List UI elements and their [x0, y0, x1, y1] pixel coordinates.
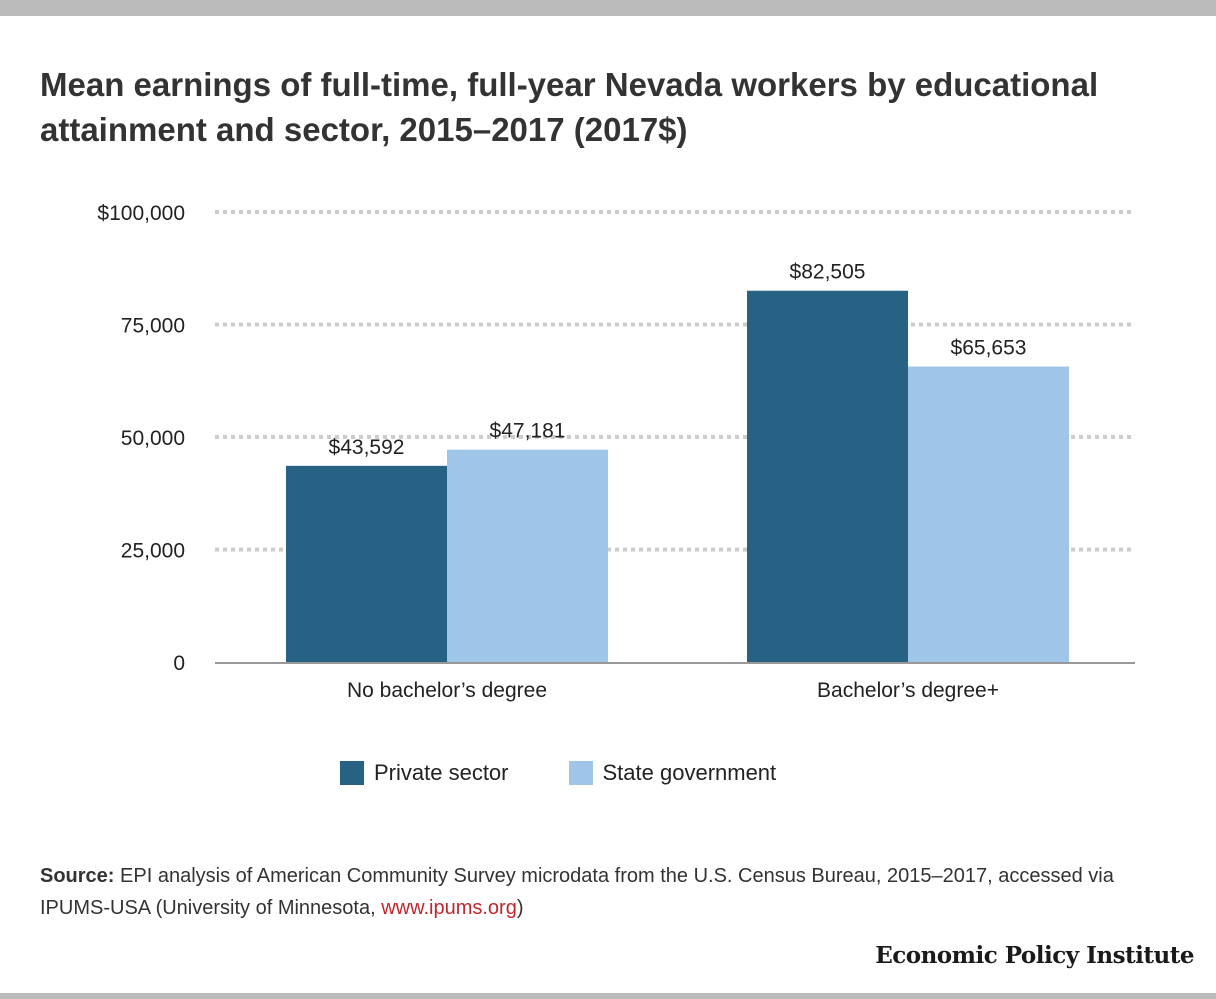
legend: Private sector State government [340, 760, 776, 786]
source-label: Source: [40, 865, 115, 887]
data-label: $47,181 [490, 420, 566, 443]
source-note: Source: EPI analysis of American Communi… [40, 860, 1180, 924]
x-tick-label: No bachelor’s degree [347, 679, 547, 702]
y-tick-label: $100,000 [97, 202, 185, 225]
legend-label-private: Private sector [374, 760, 509, 785]
x-tick-label: Bachelor’s degree+ [817, 679, 999, 702]
data-label: $43,592 [329, 436, 405, 459]
bar-private [286, 465, 447, 662]
legend-swatch-private [340, 761, 364, 785]
bar-private [747, 290, 908, 662]
source-text: EPI analysis of American Community Surve… [40, 865, 1114, 919]
bar-state [908, 366, 1069, 662]
y-tick-label: 0 [173, 652, 185, 675]
source-end: ) [516, 897, 524, 919]
bar-state [447, 449, 608, 662]
legend-swatch-state [568, 761, 593, 785]
chart-title: Mean earnings of full-time, full-year Ne… [40, 66, 1099, 148]
y-tick-label: 50,000 [121, 427, 185, 450]
bottom-border [0, 993, 1216, 999]
top-border [0, 0, 1216, 16]
legend-label-state: State government [602, 760, 777, 785]
data-label: $65,653 [951, 337, 1027, 360]
y-tick-label: 25,000 [121, 540, 185, 563]
data-label: $82,505 [790, 261, 866, 284]
source-link[interactable]: www.ipums.org [381, 897, 517, 919]
epi-logo: Economic Policy Institute [875, 942, 1194, 969]
y-tick-label: 75,000 [121, 315, 185, 338]
